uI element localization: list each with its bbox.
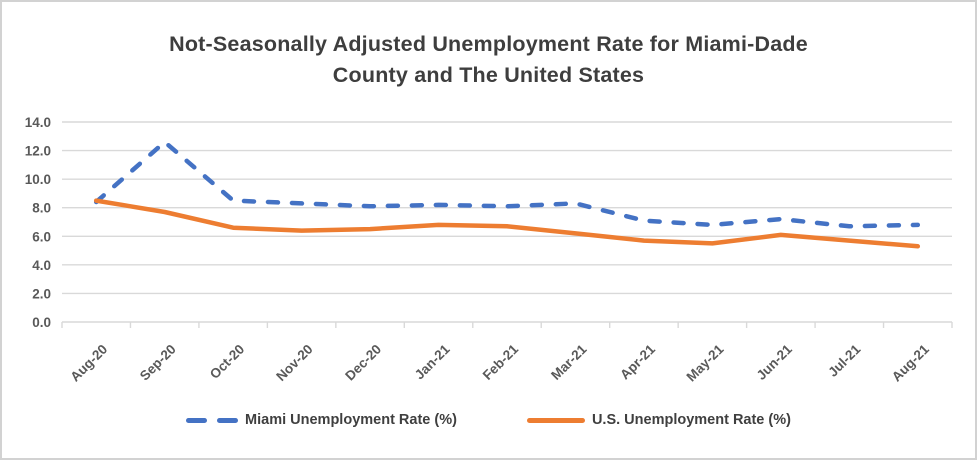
y-tick-label: 6.0 (32, 229, 51, 244)
us-solid-line-swatch (526, 417, 585, 423)
x-tick-label: Nov-20 (273, 342, 315, 384)
x-tick-label: Aug-20 (67, 342, 110, 385)
chart-legend: Miami Unemployment Rate (%) U.S. Unemplo… (2, 412, 975, 428)
legend-label-miami: Miami Unemployment Rate (%) (245, 412, 457, 428)
y-tick-label: 2.0 (32, 286, 51, 301)
chart-title-line-1: Not-Seasonally Adjusted Unemployment Rat… (169, 32, 808, 56)
us-series-line (93, 198, 921, 249)
legend-label-us: U.S. Unemployment Rate (%) (591, 412, 791, 428)
x-tick-label: Apr-21 (617, 341, 658, 382)
x-tick-label: Jul-21 (825, 341, 864, 380)
miami-series-line (93, 139, 921, 229)
x-tick-label: Dec-20 (342, 342, 384, 384)
x-tick-label: Jan-21 (412, 341, 453, 382)
line-chart-plot-area: 0.0 2.0 4.0 6.0 8.0 10.0 12.0 14.0 Aug-20 Sep-20 O… (25, 115, 953, 385)
y-tick-label: 8.0 (32, 201, 51, 216)
x-tick-label: May-21 (684, 341, 727, 384)
legend-item-miami: Miami Unemployment Rate (%) (186, 412, 457, 428)
x-tick-label: Aug-21 (889, 341, 932, 384)
y-tick-label: 12.0 (25, 144, 51, 159)
y-tick-label: 4.0 (32, 258, 51, 273)
miami-dashed-line-swatch (186, 417, 239, 423)
x-tick-label: Oct-20 (207, 342, 247, 382)
x-tick-label: Jun-21 (754, 341, 796, 383)
dash-segment (186, 417, 208, 423)
chart-title: Not-Seasonally Adjusted Unemployment Rat… (2, 29, 975, 91)
x-tick-label: Mar-21 (548, 341, 590, 383)
y-tick-label: 0.0 (32, 315, 51, 330)
x-tick-label: Feb-21 (480, 341, 522, 383)
dash-segment (217, 417, 239, 423)
chart-title-line-2: County and The United States (332, 63, 645, 87)
y-tick-label: 14.0 (25, 115, 51, 130)
x-tick-label: Sep-20 (137, 342, 179, 384)
y-tick-label: 10.0 (25, 172, 51, 187)
legend-item-us: U.S. Unemployment Rate (%) (526, 412, 791, 428)
